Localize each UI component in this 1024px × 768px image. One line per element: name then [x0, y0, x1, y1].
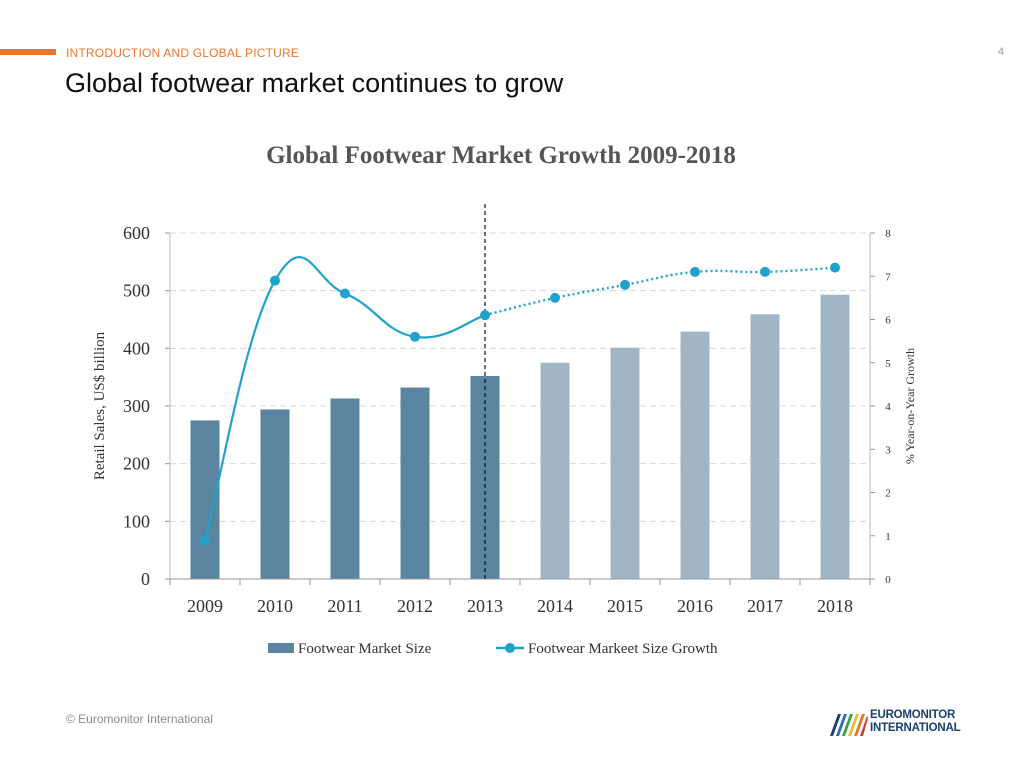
logo-text: EUROMONITOR INTERNATIONAL: [870, 709, 961, 735]
growth-point: [760, 266, 770, 277]
label-layer: 0 100 200 300 400 500 600 0 1 2 3 4 5 6 7 8 2009 2010 2011…: [92, 223, 917, 616]
legend-swatch-marker: [505, 643, 515, 653]
x-tick-label: 2013: [467, 596, 503, 616]
y2-tick-label: 5: [885, 358, 891, 370]
section-label: INTRODUCTION AND GLOBAL PICTURE: [66, 46, 300, 60]
x-tick-label: 2015: [607, 596, 643, 616]
y2-tick-label: 1: [885, 531, 891, 543]
x-tick-label: 2011: [327, 596, 362, 616]
bar-layer: [190, 294, 850, 579]
slide-title: Global footwear market continues to grow: [65, 68, 564, 98]
bar: [330, 398, 360, 579]
y-tick-label: 200: [123, 454, 150, 474]
bar: [750, 314, 780, 579]
growth-point: [690, 266, 700, 277]
y2-tick-label: 3: [885, 444, 891, 456]
bar: [610, 347, 640, 579]
bar: [400, 387, 430, 579]
legend-swatch-bar: [268, 643, 294, 653]
legend: Footwear Market Size Footwear Markeet Siz…: [268, 641, 718, 657]
bar: [680, 331, 710, 579]
y-tick-label: 100: [123, 511, 150, 531]
growth-point: [340, 288, 350, 299]
x-tick-label: 2012: [397, 596, 433, 616]
line-layer: [200, 255, 840, 546]
x-tick-label: 2016: [677, 596, 713, 616]
x-tick-label: 2014: [537, 596, 573, 616]
y2-tick-label: 7: [885, 271, 891, 283]
logo-line-1: EUROMONITOR: [870, 709, 956, 721]
axis-layer: [165, 204, 875, 585]
y-tick-label: 300: [123, 396, 150, 416]
bar: [540, 362, 570, 579]
bar: [820, 294, 850, 579]
growth-point: [830, 262, 840, 273]
y2-axis-title: % Year-on-Year Growth: [903, 348, 917, 464]
growth-point: [550, 292, 560, 303]
growth-point: [480, 310, 490, 321]
legend-label-bar: Footwear Market Size: [298, 641, 432, 657]
y-tick-label: 400: [123, 338, 150, 358]
y2-tick-label: 2: [885, 488, 891, 500]
page-number: 4: [997, 46, 1004, 58]
x-tick-label: 2010: [257, 596, 293, 616]
growth-point: [200, 535, 210, 546]
y-axis-title: Retail Sales, US$ billion: [92, 331, 108, 480]
growth-point: [410, 331, 420, 342]
accent-bar: [0, 49, 56, 55]
footer-copyright: © Euromonitor International: [66, 712, 213, 726]
logo-line-2: INTERNATIONAL: [870, 722, 961, 734]
y2-tick-label: 6: [885, 315, 891, 327]
y2-tick-label: 8: [885, 228, 891, 240]
y-tick-label: 0: [141, 569, 150, 589]
chart-title: Global Footwear Market Growth 2009-2018: [266, 142, 736, 169]
x-tick-label: 2009: [187, 596, 223, 616]
rainbow-stripes-icon: [830, 714, 868, 736]
growth-line-forecast: [484, 266, 836, 317]
y2-tick-label: 0: [885, 574, 891, 586]
x-tick-label: 2017: [747, 596, 783, 616]
growth-line-historic: [203, 255, 486, 541]
bar: [260, 409, 290, 579]
y-tick-label: 600: [123, 223, 150, 243]
x-tick-label: 2018: [817, 596, 853, 616]
y2-tick-label: 4: [885, 401, 891, 413]
growth-point: [270, 275, 280, 286]
y-tick-label: 500: [123, 281, 150, 301]
euromonitor-logo: EUROMONITOR INTERNATIONAL: [828, 706, 968, 740]
growth-point: [620, 279, 630, 290]
legend-label-line: Footwear Markeet Size Growth: [528, 641, 718, 657]
